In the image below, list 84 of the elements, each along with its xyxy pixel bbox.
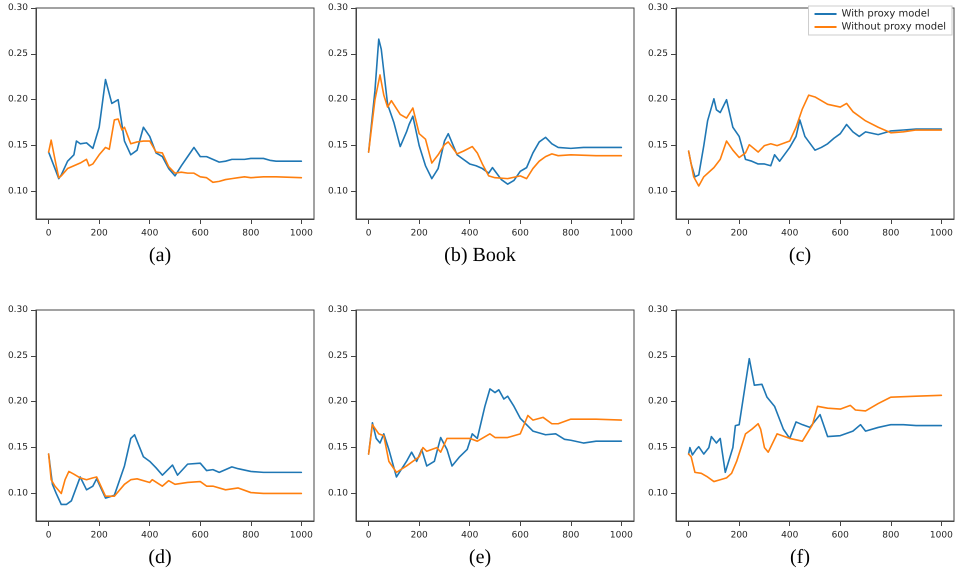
y-tick-label: 0.30 <box>328 305 348 315</box>
x-tick-label: 1000 <box>290 228 314 238</box>
y-tick-label: 0.15 <box>648 442 668 453</box>
y-tick-label: 0.10 <box>328 488 348 498</box>
line-series <box>688 394 942 482</box>
x-tick-label: 200 <box>90 228 108 238</box>
line-series <box>688 358 942 474</box>
y-tick-label: 0.15 <box>328 140 348 151</box>
x-tick-label: 400 <box>461 530 479 540</box>
x-tick-label: 400 <box>141 530 159 540</box>
text: (b) Book <box>444 244 516 266</box>
line-series <box>48 78 302 180</box>
line-series <box>48 118 302 184</box>
y-tick-label: 0.10 <box>648 488 668 498</box>
x-tick-label: 1000 <box>290 530 314 540</box>
text: (f) <box>790 546 810 568</box>
x-tick-label: 200 <box>410 530 428 540</box>
line-series <box>368 74 622 180</box>
line-series <box>368 388 622 478</box>
x-tick-label: 400 <box>781 228 799 238</box>
x-tick-label: 200 <box>730 228 748 238</box>
x-tick-label: 600 <box>192 228 210 238</box>
x-tick-label: 600 <box>512 530 530 540</box>
y-tick-label: 0.10 <box>648 186 668 196</box>
x-tick-label: 400 <box>781 530 799 540</box>
y-tick-label: 0.15 <box>328 442 348 453</box>
line-series <box>368 414 622 474</box>
legend-label: With proxy model <box>842 8 930 20</box>
x-tick-label: 1000 <box>610 228 634 238</box>
y-tick-label: 0.20 <box>648 396 668 407</box>
y-tick-label: 0.25 <box>328 350 348 361</box>
x-tick-label: 800 <box>242 228 260 238</box>
x-tick-label: 1000 <box>930 228 954 238</box>
x-tick-label: 0 <box>46 530 52 540</box>
x-tick-label: 600 <box>512 228 530 238</box>
y-tick-label: 0.10 <box>8 186 28 196</box>
x-tick-label: 600 <box>832 530 850 540</box>
legend-label: Without proxy model <box>842 22 946 32</box>
y-tick-label: 0.25 <box>8 350 28 361</box>
text: (c) <box>788 244 812 266</box>
y-tick-label: 0.20 <box>328 396 348 407</box>
x-tick-label: 1000 <box>610 530 634 540</box>
x-tick-label: 800 <box>562 228 580 238</box>
y-tick-label: 0.15 <box>8 442 28 453</box>
text: (d) <box>148 546 172 568</box>
line-series <box>368 38 622 185</box>
text: (e) <box>468 546 492 568</box>
y-tick-label: 0.10 <box>8 488 28 498</box>
x-tick-label: 0 <box>686 530 692 540</box>
x-tick-label: 800 <box>562 530 580 540</box>
x-tick-label: 0 <box>366 530 372 540</box>
y-tick-label: 0.20 <box>8 396 28 407</box>
x-tick-label: 200 <box>410 228 428 238</box>
y-tick-label: 0.30 <box>328 3 348 13</box>
y-tick-label: 0.25 <box>328 48 348 59</box>
y-tick-label: 0.20 <box>648 94 668 105</box>
y-tick-label: 0.15 <box>8 140 28 151</box>
x-tick-label: 600 <box>192 530 210 540</box>
x-tick-label: 800 <box>882 530 900 540</box>
x-tick-label: 200 <box>730 530 748 540</box>
x-tick-label: 800 <box>242 530 260 540</box>
x-tick-label: 400 <box>461 228 479 238</box>
x-tick-label: 800 <box>882 228 900 238</box>
line-series <box>48 453 302 498</box>
y-tick-label: 0.25 <box>648 48 668 59</box>
x-tick-label: 0 <box>686 228 692 238</box>
x-tick-label: 600 <box>832 228 850 238</box>
x-tick-label: 0 <box>46 228 52 238</box>
y-tick-label: 0.15 <box>648 140 668 151</box>
y-tick-label: 0.20 <box>328 94 348 105</box>
text: (a) <box>148 244 172 266</box>
x-tick-label: 0 <box>366 228 372 238</box>
x-tick-label: 200 <box>90 530 108 540</box>
y-tick-label: 0.10 <box>328 186 348 196</box>
y-tick-label: 0.30 <box>648 305 668 315</box>
x-tick-label: 1000 <box>930 530 954 540</box>
x-tick-label: 400 <box>141 228 159 238</box>
y-tick-label: 0.20 <box>8 94 28 105</box>
y-tick-label: 0.30 <box>648 3 668 13</box>
line-series <box>48 434 302 506</box>
y-tick-label: 0.25 <box>8 48 28 59</box>
y-tick-label: 0.30 <box>8 305 28 315</box>
y-tick-label: 0.30 <box>8 3 28 13</box>
y-tick-label: 0.25 <box>648 350 668 361</box>
